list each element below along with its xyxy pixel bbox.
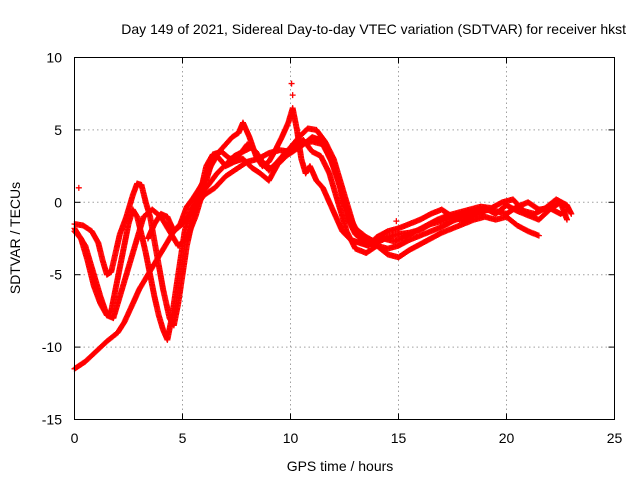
series-track-5: [144, 105, 488, 249]
y-axis-label: SDTVAR / TECUs: [7, 182, 23, 294]
x-tick-label: 15: [391, 430, 407, 446]
x-tick-label: 25: [607, 430, 623, 446]
y-tick-label: 5: [54, 122, 62, 138]
x-tick-label: 5: [179, 430, 187, 446]
x-tick-label: 0: [71, 430, 79, 446]
y-tick-label: 0: [54, 194, 62, 210]
data-point: [481, 209, 488, 216]
y-tick-label: -15: [42, 412, 62, 428]
outlier-point: [289, 92, 296, 99]
x-axis-label: GPS time / hours: [287, 458, 394, 474]
x-tick-label: 20: [499, 430, 515, 446]
outlier-points: [75, 80, 400, 225]
plot-frame: [74, 57, 615, 420]
chart-title: Day 149 of 2021, Sidereal Day-to-day VTE…: [121, 21, 626, 37]
y-tick-label: -10: [42, 339, 62, 355]
y-tick-label: -5: [50, 267, 63, 283]
outlier-point: [393, 218, 400, 225]
outlier-point: [75, 184, 82, 191]
axis-ticks: 0 5 10 15 20 25 -15 -10 -5 0 5 10: [42, 50, 623, 447]
data-point: [563, 216, 570, 223]
data-points: [71, 80, 575, 372]
y-tick-label: 10: [46, 50, 62, 66]
outlier-point: [288, 80, 295, 87]
data-point: [568, 210, 575, 217]
data-point: [535, 232, 542, 239]
x-tick-label: 10: [283, 430, 299, 446]
